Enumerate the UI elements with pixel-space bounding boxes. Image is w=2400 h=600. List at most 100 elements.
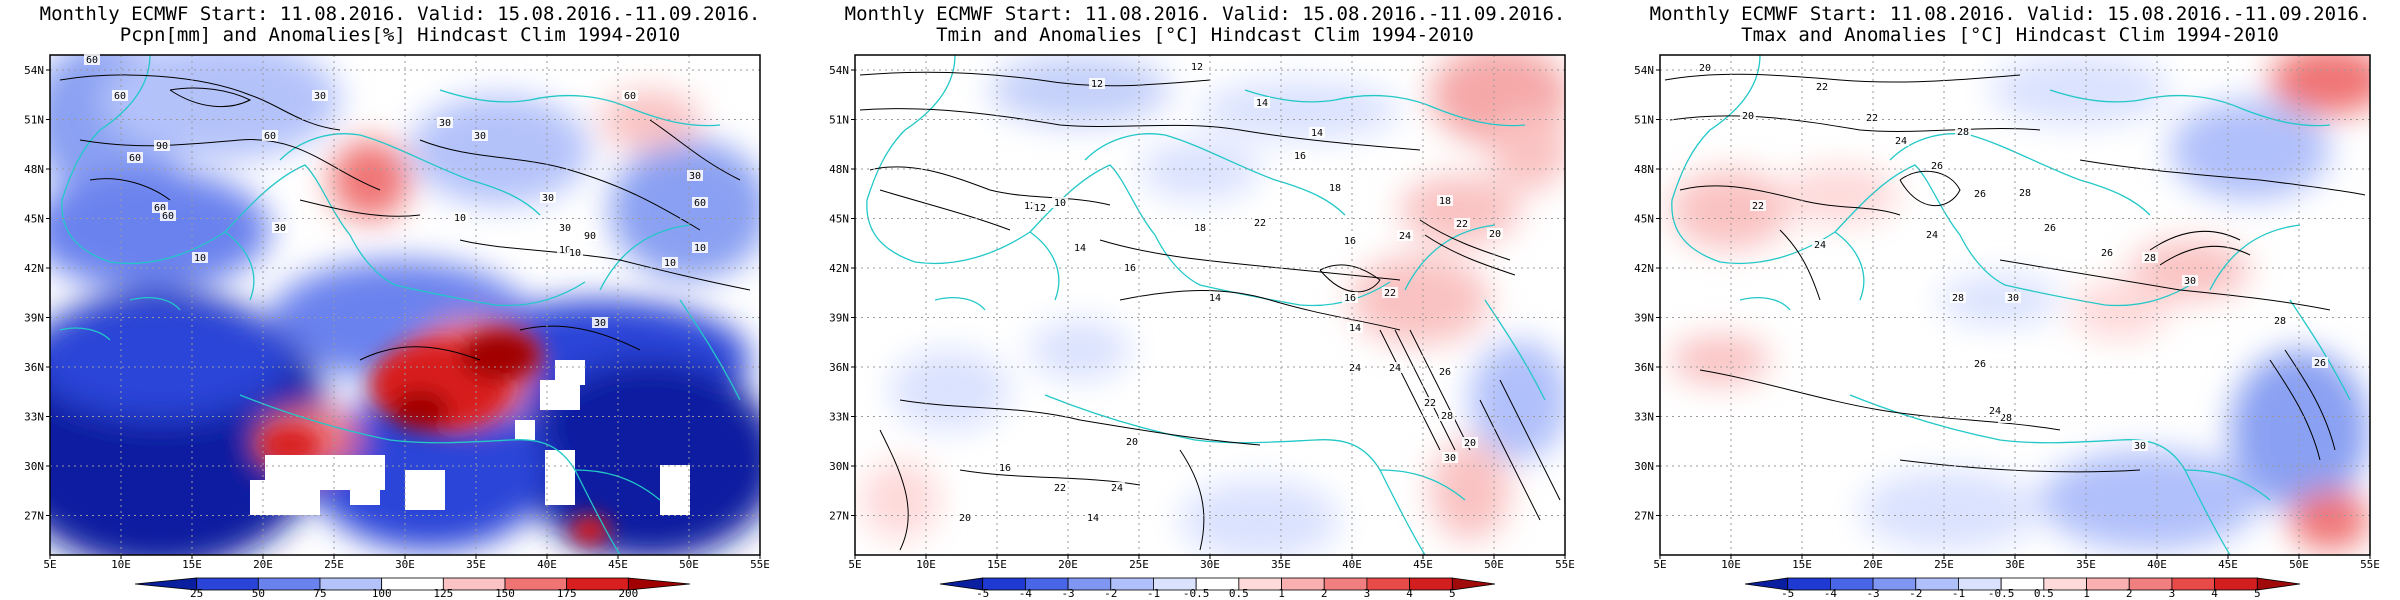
contour-label: 30 <box>474 131 486 142</box>
colorbar-label: -5 <box>976 587 989 600</box>
contour-label: 60 <box>162 211 174 222</box>
contour-label-bg <box>1327 182 1343 193</box>
contour-label-bg <box>1109 482 1125 493</box>
contour-label: 60 <box>129 153 141 164</box>
contour-label: 28 <box>1957 127 1969 138</box>
contour-label: 28 <box>2144 253 2156 264</box>
contour-label: 30 <box>689 171 701 182</box>
x-tick-label: 20E <box>1058 558 1078 571</box>
contour-label-bg <box>112 90 128 101</box>
contour-label: 22 <box>1752 201 1764 212</box>
x-tick-label: 45E <box>608 558 628 571</box>
contour-label: 20 <box>1464 438 1476 449</box>
contour-label-bg <box>582 230 598 241</box>
colorbar-swatch <box>2086 577 2130 591</box>
contour-label-bg <box>1032 202 1048 213</box>
contour-label-bg <box>1342 292 1358 303</box>
contour-label-bg <box>1893 135 1909 146</box>
contour-label-bg <box>312 90 328 101</box>
colorbar-swatch <box>2171 577 2216 591</box>
y-tick-label: 33N <box>1634 411 1654 424</box>
contour-label: 22 <box>1456 219 1468 230</box>
contour-label: 30 <box>559 223 571 234</box>
contour-label: 24 <box>1389 363 1401 374</box>
contour-label: 12 <box>1034 203 1046 214</box>
x-tick-label: 15E <box>1792 558 1812 571</box>
x-tick-label: 35E <box>2076 558 2096 571</box>
contour-label: 24 <box>1989 406 2001 417</box>
contour-label-group: 20 22 20 22 24 26 28 22 24 26 28 26 24 30 28 26 28 30 26 28… <box>1697 62 2328 452</box>
anomaly-shading <box>1660 55 2370 555</box>
contour-label-bg <box>1998 412 2014 423</box>
y-tick-label: 42N <box>1634 262 1654 275</box>
colorbar-label: -3 <box>1866 587 1879 600</box>
contour-label-bg <box>1462 437 1478 448</box>
contour-label-bg <box>1347 362 1363 373</box>
contour-label: 60 <box>86 55 98 66</box>
colorbar-label: 0.5 <box>2034 587 2054 600</box>
y-tick-label: 48N <box>24 163 44 176</box>
colorbar-swatch <box>1281 577 1325 591</box>
contour-label-bg <box>567 247 583 258</box>
x-tick-label: 5E <box>43 558 56 571</box>
colorbar-label: 5 <box>1449 587 1456 600</box>
colorbar-label: 150 <box>495 587 515 600</box>
contours <box>1664 73 2366 473</box>
contour-label: 90 <box>156 141 168 152</box>
x-tick-label: 45E <box>1413 558 1433 571</box>
x-tick-label: 10E <box>916 558 936 571</box>
panel-title-line1: Monthly ECMWF Start: 11.08.2016. Valid: … <box>1650 3 2371 25</box>
contour-label: 22 <box>1384 288 1396 299</box>
contour-label-bg <box>1124 436 1140 447</box>
contour-label: 10 <box>454 213 466 224</box>
contour-label-bg <box>1342 235 1358 246</box>
contour-label-bg <box>557 244 573 255</box>
contour-label: 12 <box>1191 62 1203 73</box>
contour-label: 26 <box>1974 189 1986 200</box>
y-tick-label: 39N <box>829 312 849 325</box>
x-tick-label: 40E <box>1342 558 1362 571</box>
contour-label: 60 <box>154 203 166 214</box>
contour-label: 60 <box>624 91 636 102</box>
colorbar-label: 1 <box>1278 587 1285 600</box>
x-tick-label: 30E <box>395 558 415 571</box>
y-tick-label: 42N <box>829 262 849 275</box>
colorbar-label: -0.5 <box>1183 587 1210 600</box>
colorbar: 25 50 75 100 125 150 175 200 <box>134 577 691 600</box>
contour-label-bg <box>2132 440 2148 451</box>
contour-label-bg <box>1740 110 1756 121</box>
y-tick-label: 39N <box>24 312 44 325</box>
contour-label-bg <box>192 252 208 263</box>
contour-label-bg <box>1987 405 2003 416</box>
contour-label: 60 <box>264 131 276 142</box>
contour-label-bg <box>957 512 973 523</box>
contour-label-bg <box>272 222 288 233</box>
contour-label: 14 <box>1349 323 1361 334</box>
contour-label-bg <box>1750 200 1766 211</box>
contour-label-bg <box>1347 322 1363 333</box>
contour-label: 10 <box>694 243 706 254</box>
contour-label-bg <box>1929 160 1945 171</box>
contour-label: 22 <box>1054 483 1066 494</box>
colorbar-label: 4 <box>1406 587 1413 600</box>
colorbar-label: -3 <box>1061 587 1074 600</box>
contour-label: 20 <box>1699 63 1711 74</box>
contour-label: 30 <box>439 118 451 129</box>
contour-label-bg <box>1122 262 1138 273</box>
x-tick-label: 10E <box>1721 558 1741 571</box>
coastlines <box>866 55 1546 555</box>
contour-label-bg <box>2272 315 2288 326</box>
contour-label-bg <box>452 212 468 223</box>
contour-label: 26 <box>2101 248 2113 259</box>
colorbar-label: -4 <box>1019 587 1033 600</box>
x-tick-label: 55E <box>1555 558 1575 571</box>
contour-label: 26 <box>1931 161 1943 172</box>
colorbar-label: -2 <box>1909 587 1922 600</box>
contour-label: 18 <box>1194 223 1206 234</box>
contour-label: 20 <box>1742 111 1754 122</box>
x-tick-label: 20E <box>1863 558 1883 571</box>
contour-label-bg <box>1052 197 1068 208</box>
colorbar-swatch <box>627 577 691 591</box>
contour-label-bg <box>1442 452 1458 463</box>
colorbar-label: 75 <box>313 587 326 600</box>
